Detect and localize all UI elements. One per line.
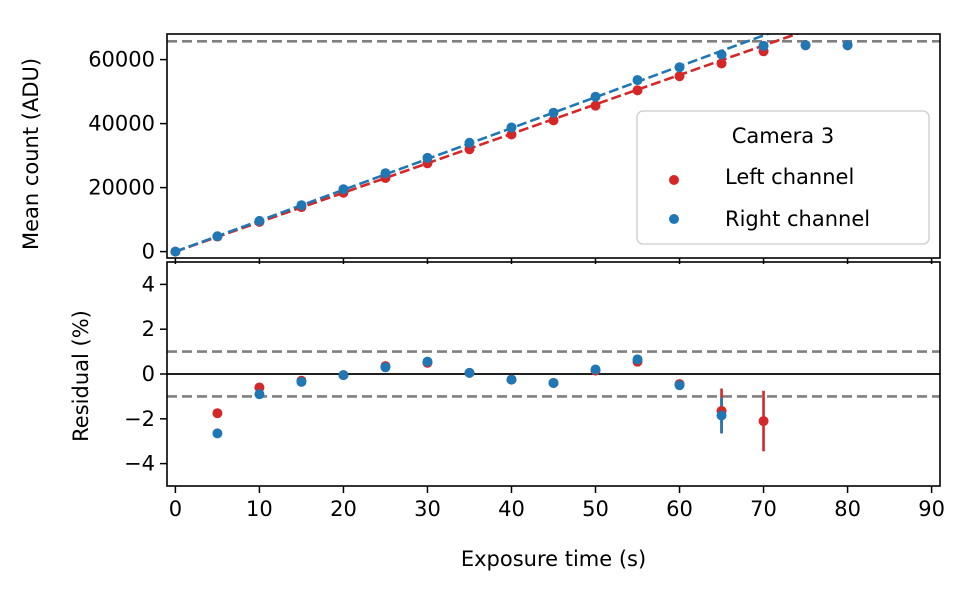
residual-point-right xyxy=(590,364,601,375)
point-right xyxy=(842,40,853,51)
point-right xyxy=(800,40,811,51)
legend-box xyxy=(636,110,930,245)
residual-point-right xyxy=(380,362,391,373)
legend-marker-right xyxy=(669,214,679,224)
top-panel: 0 20000 40000 60000 Mean count (ADU) Camera… xyxy=(19,33,941,264)
residual-point-left xyxy=(212,408,223,419)
residual-point-right xyxy=(674,380,685,391)
legend: Camera 3 Left channel Right channel xyxy=(636,110,930,245)
residual-point-right xyxy=(506,374,517,385)
point-left xyxy=(590,100,601,111)
bottom-y-ticks: −4 −2 0 2 4 xyxy=(124,272,167,476)
residual-point-right xyxy=(296,376,307,387)
legend-label-right: Right channel xyxy=(725,207,870,231)
residual-point-right xyxy=(212,428,223,439)
point-left xyxy=(716,58,727,69)
residual-point-right xyxy=(548,377,559,388)
top-plot-area xyxy=(167,34,940,257)
y-tick-label: 0 xyxy=(142,240,155,264)
point-right xyxy=(758,40,769,51)
x-tick-label: 80 xyxy=(834,497,861,521)
x-tick-label: 10 xyxy=(246,497,273,521)
point-right xyxy=(632,75,643,86)
residual-point-right xyxy=(716,410,727,421)
point-right xyxy=(380,168,391,179)
y-tick-label: 0 xyxy=(142,362,155,386)
point-right xyxy=(338,184,349,195)
point-left xyxy=(506,129,517,140)
point-right xyxy=(464,137,475,148)
y-tick-label: 2 xyxy=(142,317,155,341)
point-left xyxy=(548,115,559,126)
residual-point-right xyxy=(464,367,475,378)
x-tick-label: 60 xyxy=(666,497,693,521)
legend-marker-left xyxy=(669,175,679,185)
bottom-x-ticks: 0 10 20 30 40 50 60 70 80 90 xyxy=(169,486,945,521)
x-axis-label: Exposure time (s) xyxy=(461,547,646,571)
x-tick-label: 70 xyxy=(750,497,777,521)
residual-point-right xyxy=(422,356,433,367)
point-right xyxy=(212,231,223,242)
y-tick-label: 40000 xyxy=(88,112,155,136)
y-tick-label: 4 xyxy=(142,272,155,296)
point-right xyxy=(170,246,181,257)
point-left xyxy=(632,85,643,96)
y-tick-label: 20000 xyxy=(88,176,155,200)
top-y-axis-label: Mean count (ADU) xyxy=(19,58,43,250)
x-tick-label: 20 xyxy=(330,497,357,521)
point-right xyxy=(716,49,727,60)
point-right xyxy=(548,107,559,118)
y-tick-label: −4 xyxy=(124,452,155,476)
legend-label-left: Left channel xyxy=(725,165,854,189)
top-y-ticks: 0 20000 40000 60000 xyxy=(88,48,167,264)
top-x-ticks xyxy=(174,258,933,264)
point-right xyxy=(296,200,307,211)
bottom-plot-area xyxy=(167,350,940,452)
point-right xyxy=(674,62,685,73)
point-right xyxy=(254,215,265,226)
x-tick-label: 40 xyxy=(498,497,525,521)
x-tick-label: 0 xyxy=(169,497,182,521)
y-tick-label: 60000 xyxy=(88,48,155,72)
point-right xyxy=(422,152,433,163)
residual-point-right xyxy=(338,370,349,381)
point-right xyxy=(506,122,517,133)
x-tick-label: 50 xyxy=(582,497,609,521)
point-left xyxy=(674,71,685,82)
residual-point-right xyxy=(254,389,265,400)
bottom-panel: −4 −2 0 2 4 0 10 20 30 40 50 60 70 80 90 Residual (%)… xyxy=(69,261,945,571)
x-tick-label: 30 xyxy=(414,497,441,521)
x-tick-label: 90 xyxy=(918,497,945,521)
top-axes-frame xyxy=(166,33,941,259)
bottom-y-axis-label: Residual (%) xyxy=(69,310,93,442)
residual-point-left xyxy=(758,416,769,427)
legend-title: Camera 3 xyxy=(732,124,834,148)
y-tick-label: −2 xyxy=(124,407,155,431)
point-right xyxy=(590,91,601,102)
residual-point-right xyxy=(632,354,643,365)
